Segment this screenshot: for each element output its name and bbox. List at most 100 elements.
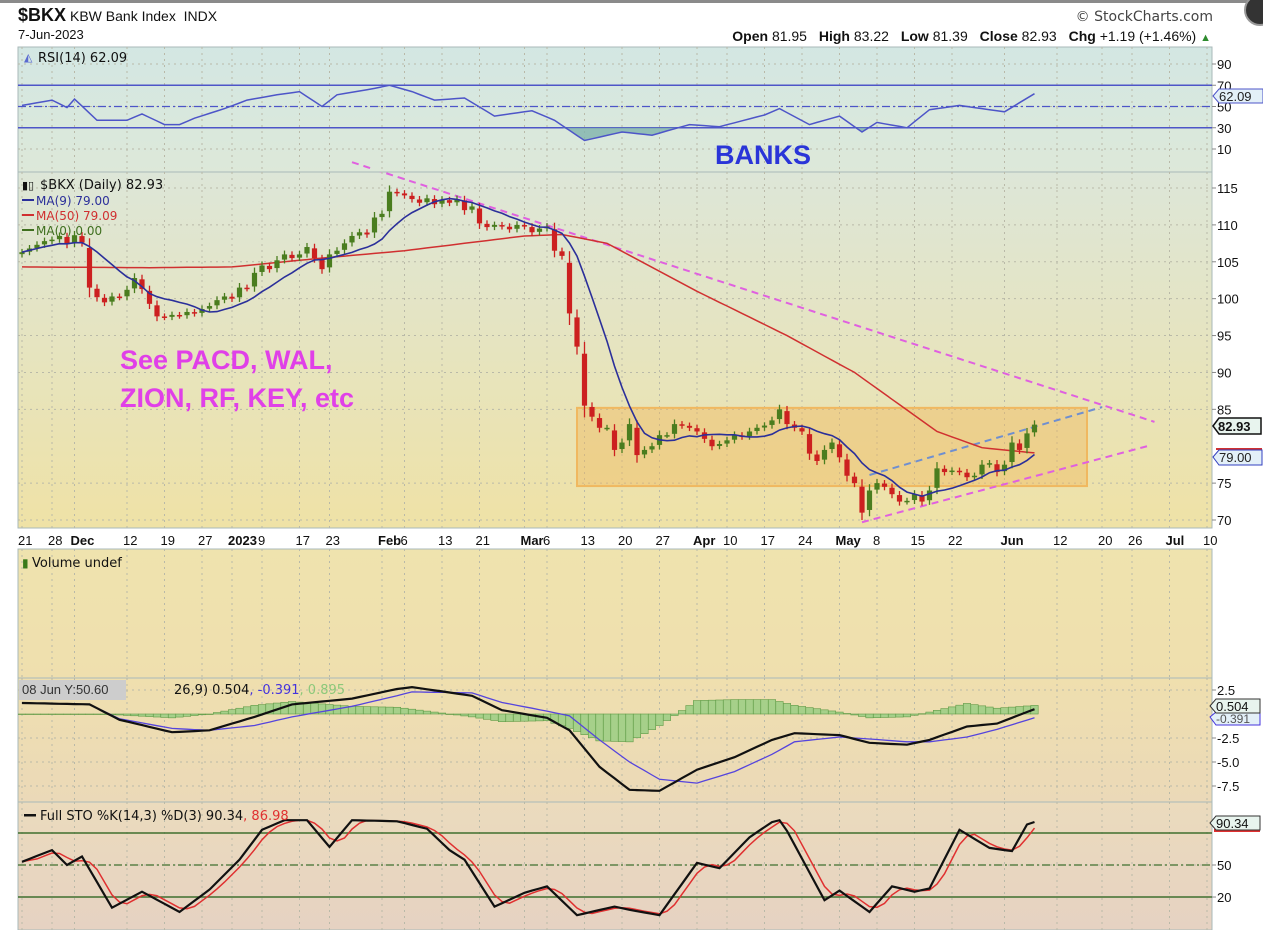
macd-histogram-bar — [790, 705, 799, 715]
candle-body — [484, 223, 490, 228]
candle-body — [964, 472, 970, 478]
avatar[interactable] — [1244, 0, 1263, 26]
candle-body — [949, 470, 955, 473]
ma50-swatch — [22, 214, 34, 216]
x-tick-label: 23 — [326, 533, 340, 548]
ticker-name: KBW Bank Index INDX — [70, 8, 217, 24]
macd-histogram-bar — [580, 713, 589, 735]
candle-body — [214, 300, 220, 306]
candle-body — [251, 272, 258, 287]
candle-body — [889, 487, 895, 495]
price-legend: $BKX (Daily) 82.93 — [40, 178, 163, 193]
candle-body — [206, 306, 213, 309]
macd-histogram-bar — [235, 707, 244, 715]
candle-body — [1024, 433, 1030, 448]
candle-body — [806, 434, 813, 454]
price-y-tick-label: 100 — [1217, 292, 1239, 307]
candle-body — [199, 308, 205, 313]
lower-support-trendline — [861, 445, 1148, 524]
macd-histogram-bar — [880, 713, 889, 718]
macd-histogram-bar — [632, 713, 641, 739]
axes: 21 28 Dec 12 19 27 2023 9 17 23 Feb 6 13 21 Mar 6 13 20 27… — [18, 57, 1239, 905]
sto-legend: Full STO %K(14,3) %D(3) 90.34, 86.98 — [40, 809, 289, 824]
candle-body — [349, 235, 355, 243]
x-tick-label: 6 — [543, 533, 550, 548]
macd-histogram-bar — [25, 713, 34, 715]
macd-histogram-bar — [362, 706, 371, 715]
macd-histogram-bar — [475, 713, 484, 719]
x-tick-label: Feb — [378, 533, 401, 548]
rsi-value-tag — [1212, 88, 1263, 104]
macd-histogram-bar — [722, 699, 731, 715]
candle-body — [371, 217, 378, 233]
candle-body — [596, 418, 603, 428]
sto-legend-d: , 86.98 — [243, 809, 288, 824]
ma0-legend: MA(0) 0.00 — [36, 224, 102, 238]
candle-body — [311, 248, 318, 259]
x-tick-label: 2023 — [228, 533, 257, 548]
candle-body — [994, 464, 1000, 473]
macd-histogram-bar — [205, 713, 214, 715]
candle-body — [281, 254, 288, 260]
note-see-stocks-line1: See PACD, WAL, — [120, 345, 333, 375]
crosshair-readout-bg — [19, 680, 126, 700]
change-label: Chg — [1068, 28, 1096, 44]
stockcharts-logo[interactable]: © StockCharts.com — [1075, 9, 1213, 25]
candle-body — [934, 468, 940, 488]
candle-body — [19, 252, 25, 255]
volume-legend: Volume undef — [32, 556, 122, 571]
macd-histogram-bar — [482, 713, 491, 720]
macd-histogram-bar — [437, 712, 446, 715]
macd-histogram-bar — [55, 713, 64, 715]
x-tick-label: 15 — [911, 533, 925, 548]
rsi-line — [21, 84, 1035, 142]
x-tick-label: 10 — [1203, 533, 1217, 548]
candle-body — [446, 200, 453, 203]
candle-body — [911, 494, 918, 501]
candle-body — [386, 191, 393, 212]
high-label: High — [818, 28, 850, 44]
macd-histogram-bar — [985, 706, 994, 715]
macd-histogram-bar — [910, 713, 919, 716]
x-tick-label: 17 — [761, 533, 775, 548]
x-tick-label: 27 — [198, 533, 212, 548]
candle-body — [86, 247, 93, 288]
sto-plot — [18, 818, 1212, 917]
x-tick-label: 17 — [296, 533, 310, 548]
x-tick-label: 13 — [438, 533, 452, 548]
ma50-legend: MA(50) 79.09 — [36, 209, 117, 223]
macd-histogram-bar — [422, 710, 431, 715]
macd-histogram-bar — [123, 713, 132, 716]
ma50-value-tag-edge — [1216, 448, 1262, 450]
ma9-swatch — [22, 199, 34, 201]
macd-histogram-bar — [610, 713, 619, 742]
macd-histogram-bar — [70, 713, 79, 715]
macd-histogram-bar — [168, 713, 177, 719]
candle-body — [979, 464, 985, 475]
macd-histogram-bar — [145, 713, 154, 717]
candle-body — [191, 312, 198, 314]
candle-body — [881, 483, 888, 487]
note-see-stocks-line2: ZION, RF, KEY, etc — [120, 383, 354, 413]
price-y-tick-label: 110 — [1217, 218, 1238, 233]
macd-histogram-bar — [962, 703, 971, 715]
price-panel — [17, 171, 1213, 529]
candle-body — [611, 430, 618, 450]
macd-histogram-bar — [228, 709, 237, 715]
macd-histogram-bar — [1000, 707, 1009, 715]
candle-body — [506, 226, 513, 230]
candle-body — [424, 198, 430, 203]
price-y-tick-label: 75 — [1217, 476, 1231, 491]
x-tick-label: 21 — [18, 533, 32, 548]
macd-line — [21, 685, 1035, 792]
candle-body — [649, 446, 655, 450]
candle-body — [176, 314, 183, 317]
candle-body — [439, 199, 445, 204]
candle-body — [161, 316, 168, 318]
price-y-tick-label: 95 — [1217, 329, 1231, 344]
macd-signal-line — [21, 691, 1035, 784]
price-y-tick-label: 85 — [1217, 402, 1231, 417]
macd-histogram-bar — [872, 713, 881, 718]
candle-body — [71, 235, 78, 244]
